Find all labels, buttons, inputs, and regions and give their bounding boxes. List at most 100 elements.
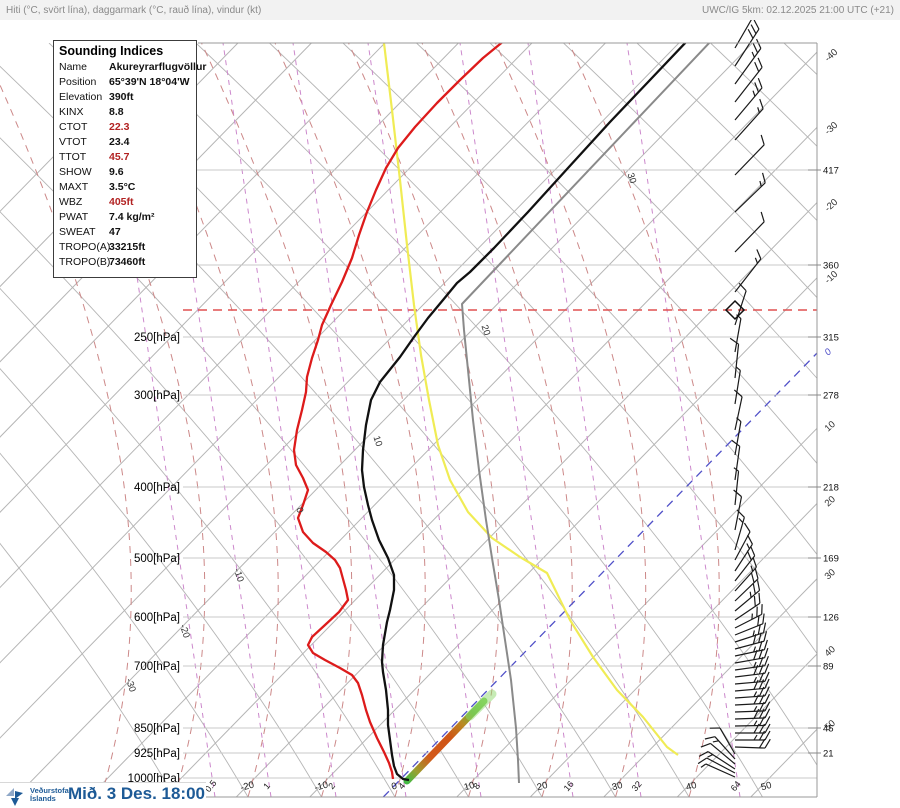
temp-tick-label: 40: [685, 780, 698, 793]
index-value: 23.4: [109, 136, 130, 148]
index-value: 390ft: [109, 91, 134, 103]
org-name-line1: Veðurstofa: [30, 786, 69, 795]
height-label: 126: [823, 613, 839, 624]
index-label: VTOT: [59, 136, 87, 148]
height-label: 218: [823, 483, 839, 494]
pressure-label: 250[hPa]: [134, 332, 180, 344]
height-label: 417: [823, 166, 839, 177]
height-label: 21: [823, 749, 834, 760]
index-value: Akureyrarflugvöllur: [109, 61, 207, 73]
mixing-ratio-label: 16: [562, 779, 576, 793]
sounding-indices-panel: Sounding Indices Name Akureyrarflugvöllur…: [53, 40, 206, 278]
mixing-ratio-label: 4: [396, 781, 407, 791]
index-label: MAXT: [59, 181, 89, 193]
vedurstofa-logo: [6, 788, 23, 806]
index-label: CTOT: [59, 121, 88, 133]
adiabat-value-label: 30: [625, 171, 639, 184]
index-label: Position: [59, 76, 97, 88]
pressure-label: 500[hPa]: [134, 553, 180, 565]
mixing-ratio-label: 8: [471, 781, 482, 791]
indices-row: Elevation 390ft: [59, 90, 196, 105]
valid-time-label: Mið. 3 Des. 18:00: [68, 784, 206, 803]
footer-bar: Veðurstofa Íslands Mið. 3 Des. 18:00: [0, 782, 206, 808]
pressure-label: 850[hPa]: [134, 723, 180, 735]
index-value: 22.3: [109, 121, 130, 133]
header-bar: Hiti (°C, svört lína), daggarmark (°C, r…: [0, 0, 900, 20]
dewpoint-curve: [292, 43, 504, 780]
temp-tick-label: 10: [463, 780, 476, 793]
header-legend: Hiti (°C, svört lína), daggarmark (°C, r…: [6, 4, 262, 16]
index-label: Name: [59, 61, 88, 73]
adiabat-value-label: -20: [177, 623, 192, 639]
index-label: WBZ: [59, 196, 83, 208]
indices-row: KINX 8.8: [59, 105, 196, 120]
adiabat-value-label: -30: [123, 677, 138, 693]
indices-row: SWEAT 47: [59, 225, 196, 240]
index-label: TTOT: [59, 151, 87, 163]
temp-tick-label: 20: [536, 780, 549, 793]
index-value: 47: [109, 226, 121, 238]
index-value: 33215ft: [109, 241, 146, 253]
indices-title: Sounding Indices: [59, 44, 164, 58]
org-name: Veðurstofa Íslands: [30, 787, 69, 803]
isotherm-exit-label: 0: [823, 346, 835, 358]
reference-curve: [382, 43, 679, 756]
indices-row: SHOW 9.6: [59, 165, 196, 180]
org-name-line2: Íslands: [30, 794, 56, 803]
index-label: SHOW: [59, 166, 92, 178]
index-value: 405ft: [109, 196, 134, 208]
pressure-label: 300[hPa]: [134, 390, 180, 402]
height-label: 89: [823, 662, 834, 673]
pressure-label: 400[hPa]: [134, 482, 180, 494]
temperature-curve: [360, 43, 687, 782]
adiabat-value-label: 0: [293, 506, 305, 514]
mixing-ratio-label: 1: [261, 781, 272, 791]
wind-barbs: [697, 0, 771, 778]
index-value: 9.6: [109, 166, 124, 178]
isotherm-exit-label: -30: [823, 120, 841, 137]
index-label: PWAT: [59, 211, 89, 223]
indices-row: CTOT 22.3: [59, 120, 196, 135]
indices-row: MAXT 3.5°C: [59, 180, 196, 195]
temp-tick-label: -20: [239, 779, 255, 793]
pressure-label: 925[hPa]: [134, 748, 180, 760]
mixing-ratio-label: 64: [729, 779, 743, 793]
index-value: 7.4 kg/m²: [109, 211, 155, 223]
temp-tick-label: 0: [390, 781, 398, 793]
axis-labels: 250[hPa] 300[hPa] 400[hPa] 500[hPa] 600[hPa]…: [123, 47, 840, 794]
mixing-ratio-label: 2: [326, 781, 337, 791]
indices-row: WBZ 405ft: [59, 195, 196, 210]
temp-tick-label: 50: [760, 780, 773, 793]
height-label: 360: [823, 261, 839, 272]
index-value: 3.5°C: [109, 181, 136, 193]
index-value: 8.8: [109, 106, 124, 118]
indices-row: PWAT 7.4 kg/m²: [59, 210, 196, 225]
index-label: KINX: [59, 106, 84, 118]
header-model-run: UWC/IG 5km: 02.12.2025 21:00 UTC (+21): [701, 4, 894, 16]
temp-tick-label: 30: [611, 780, 624, 793]
index-value: 45.7: [109, 151, 130, 163]
index-label: TROPO(A): [59, 241, 111, 253]
isotherm-exit-label: 10: [823, 419, 838, 434]
index-label: TROPO(B): [59, 256, 111, 268]
indices-row: VTOT 23.4: [59, 135, 196, 150]
indices-row: TROPO(B) 73460ft: [59, 255, 196, 270]
isotherm-exit-label: -40: [823, 47, 841, 64]
height-label: 315: [823, 333, 839, 344]
index-value: 73460ft: [109, 256, 146, 268]
indices-row: TROPO(A) 33215ft: [59, 240, 196, 255]
temp-tick-label: -10: [313, 779, 329, 793]
isotherm-exit-label: -20: [823, 197, 841, 214]
height-label: 169: [823, 554, 839, 565]
indices-row: TTOT 45.7: [59, 150, 196, 165]
isotherm-exit-label: 40: [823, 644, 838, 659]
height-label: 45: [823, 724, 834, 735]
adiabat-value-label: -10: [231, 567, 246, 583]
index-label: Elevation: [59, 91, 103, 103]
isotherm-exit-label: 30: [823, 567, 838, 582]
height-label: 278: [823, 391, 839, 402]
adiabat-value-label: 20: [479, 323, 493, 336]
index-value: 65°39'N 18°04'W: [109, 76, 190, 88]
